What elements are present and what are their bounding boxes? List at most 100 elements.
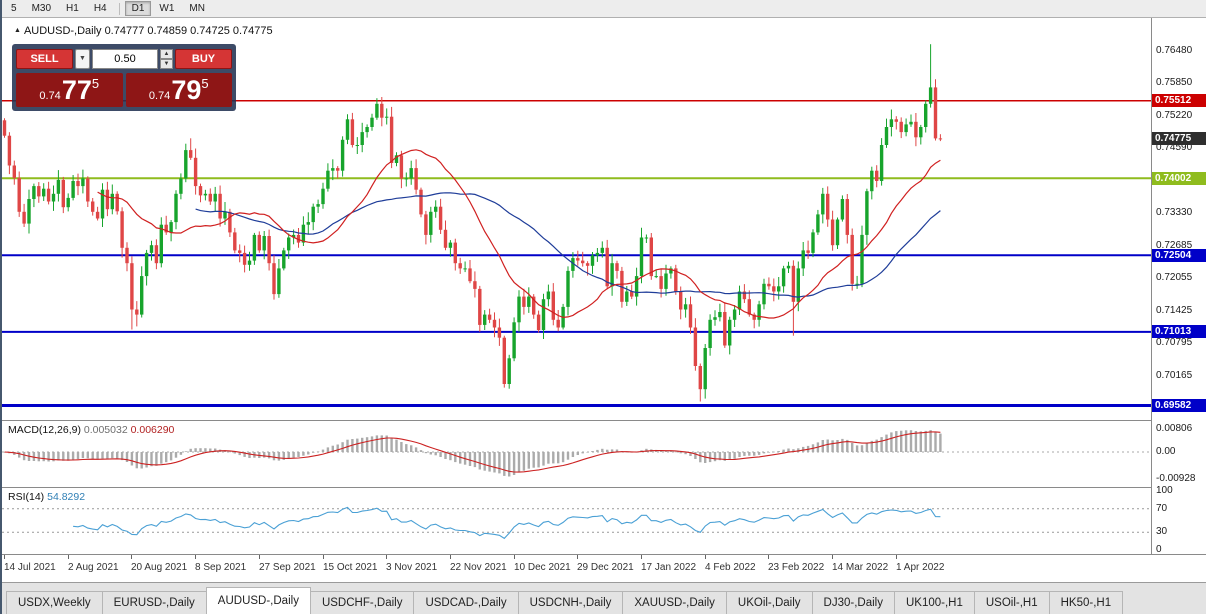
- price-level-tag: 0.75512: [1152, 94, 1206, 108]
- macd-axis-tick: 0.00806: [1156, 422, 1193, 434]
- price-axis-tick: 0.70165: [1156, 369, 1193, 381]
- volume-dropdown-button[interactable]: ▼: [75, 48, 90, 69]
- timeframe-button-h4[interactable]: H4: [87, 1, 114, 16]
- price-axis-tick: 0.70795: [1156, 337, 1193, 349]
- time-axis-tick: [577, 555, 578, 559]
- tab-hk50-h1[interactable]: HK50-,H1: [1048, 591, 1124, 614]
- price-level-tag: 0.74002: [1152, 171, 1206, 185]
- main-chart-surface[interactable]: [2, 18, 1151, 420]
- timeframe-toolbar: 5 M30 H1 H4 D1 W1 MN: [2, 0, 1206, 18]
- rsi-axis-tick: 100: [1156, 485, 1173, 496]
- date-label: 8 Sep 2021: [195, 562, 247, 573]
- time-axis-tick: [131, 555, 132, 559]
- buy-button[interactable]: BUY: [175, 48, 232, 69]
- volume-increase-button[interactable]: ▲: [160, 48, 173, 59]
- time-axis-tick: [705, 555, 706, 559]
- timeframe-button-w1[interactable]: W1: [152, 1, 181, 16]
- timeframe-button-5[interactable]: 5: [4, 1, 24, 16]
- price-axis[interactable]: 0.76480 0.75850 0.75220 0.74590 0.73330 0.726…: [1151, 18, 1206, 555]
- chart-title: ▲ AUDUSD-,Daily 0.74777 0.74859 0.74725 0.747…: [14, 25, 276, 37]
- date-label: 14 Mar 2022: [832, 562, 889, 573]
- ohlc-open: 0.74777: [104, 25, 145, 37]
- tab-usdcnh-daily[interactable]: USDCNH-,Daily: [517, 591, 624, 614]
- timeframe-button-mn[interactable]: MN: [182, 1, 212, 16]
- price-axis-tick: 0.75850: [1156, 77, 1193, 89]
- date-label: 29 Dec 2021: [577, 562, 634, 573]
- time-axis-tick: [195, 555, 196, 559]
- chart-symbol: AUDUSD-,Daily: [23, 25, 102, 37]
- date-label: 17 Jan 2022: [641, 562, 697, 573]
- price-axis-tick: 0.71425: [1156, 304, 1193, 316]
- volume-input[interactable]: [92, 48, 158, 69]
- ohlc-high: 0.74859: [147, 25, 188, 37]
- time-axis-tick: [641, 555, 642, 559]
- price-axis-tick: 0.75220: [1156, 109, 1193, 121]
- chevron-down-icon: ▼: [79, 55, 86, 62]
- panel-separator: [2, 554, 1206, 555]
- date-label: 20 Aug 2021: [131, 562, 188, 573]
- date-label: 1 Apr 2022: [896, 562, 945, 573]
- time-axis-tick: [832, 555, 833, 559]
- date-label: 2 Aug 2021: [68, 562, 119, 573]
- date-label: 4 Feb 2022: [705, 562, 756, 573]
- price-axis-tick: 0.72685: [1156, 240, 1193, 251]
- rsi-axis-tick: 0: [1156, 544, 1162, 555]
- price-axis-tick: 0.72055: [1156, 272, 1193, 284]
- volume-stepper: ▲ ▼: [160, 48, 173, 69]
- price-level-tag: 0.71013: [1152, 325, 1206, 339]
- volume-decrease-button[interactable]: ▼: [160, 58, 173, 69]
- sell-price-display[interactable]: 0.74 77 5: [16, 73, 123, 107]
- time-axis-tick: [323, 555, 324, 559]
- chart-icon: ▲: [14, 27, 21, 34]
- buy-price-display[interactable]: 0.74 79 5: [125, 73, 232, 107]
- price-level-tag: 0.69582: [1152, 399, 1206, 412]
- rsi-panel[interactable]: [2, 488, 1151, 554]
- timeframe-button-h1[interactable]: H1: [59, 1, 86, 16]
- ohlc-close: 0.74775: [232, 25, 273, 37]
- date-label: 27 Sep 2021: [259, 562, 316, 573]
- time-axis-tick: [450, 555, 451, 559]
- price-axis-tick: 0.73330: [1156, 206, 1193, 218]
- timeframe-button-m30[interactable]: M30: [25, 1, 58, 16]
- panel-separator[interactable]: [2, 420, 1206, 421]
- time-axis-tick: [896, 555, 897, 559]
- time-axis-tick: [768, 555, 769, 559]
- time-axis[interactable]: 14 Jul 2021 2 Aug 2021 20 Aug 2021 8 Sep 20…: [2, 555, 1151, 582]
- ohlc-low: 0.74725: [190, 25, 230, 37]
- panel-separator[interactable]: [2, 487, 1206, 488]
- tab-audusd-daily[interactable]: AUDUSD-,Daily: [205, 587, 311, 614]
- time-axis-tick: [514, 555, 515, 559]
- timeframe-button-d1[interactable]: D1: [124, 1, 152, 16]
- price-axis-tick: 0.76480: [1156, 44, 1193, 56]
- tab-usoil-h1[interactable]: USOil-,H1: [973, 591, 1050, 614]
- macd-label: MACD(12,26,9) 0.005032 0.006290: [8, 424, 175, 436]
- tab-usdchf-daily[interactable]: USDCHF-,Daily: [309, 591, 415, 614]
- price-level-tag: 0.72504: [1152, 248, 1206, 262]
- tab-eurusd-daily[interactable]: EURUSD-,Daily: [101, 591, 207, 614]
- symbol-tabs-bar: USDX,Weekly EURUSD-,Daily AUDUSD-,Daily USD…: [2, 582, 1206, 614]
- macd-panel[interactable]: [2, 421, 1151, 487]
- date-label: 23 Feb 2022: [768, 562, 825, 573]
- rsi-axis-tick: 70: [1156, 502, 1168, 514]
- tab-dj30-daily[interactable]: DJ30-,Daily: [811, 591, 895, 614]
- time-axis-tick: [386, 555, 387, 559]
- tab-xauusd-daily[interactable]: XAUUSD-,Daily: [622, 591, 727, 614]
- time-axis-tick: [68, 555, 69, 559]
- macd-axis-tick: 0.00: [1156, 446, 1176, 457]
- macd-axis-tick: -0.00928: [1156, 472, 1196, 484]
- rsi-label: RSI(14) 54.8292: [8, 491, 86, 503]
- date-label: 22 Nov 2021: [450, 562, 507, 573]
- toolbar-separator: [118, 2, 120, 15]
- date-label: 14 Jul 2021: [4, 562, 56, 573]
- sell-button[interactable]: SELL: [16, 48, 73, 69]
- time-axis-tick: [4, 555, 5, 559]
- tab-usdx-weekly[interactable]: USDX,Weekly: [6, 591, 103, 614]
- current-price-tag: 0.74775: [1152, 132, 1206, 145]
- rsi-axis-tick: 30: [1156, 526, 1168, 538]
- tab-uk100-h1[interactable]: UK100-,H1: [893, 591, 975, 614]
- date-label: 10 Dec 2021: [514, 562, 571, 573]
- tab-usdcad-daily[interactable]: USDCAD-,Daily: [413, 591, 519, 614]
- tab-ukoil-daily[interactable]: UKOil-,Daily: [725, 591, 813, 614]
